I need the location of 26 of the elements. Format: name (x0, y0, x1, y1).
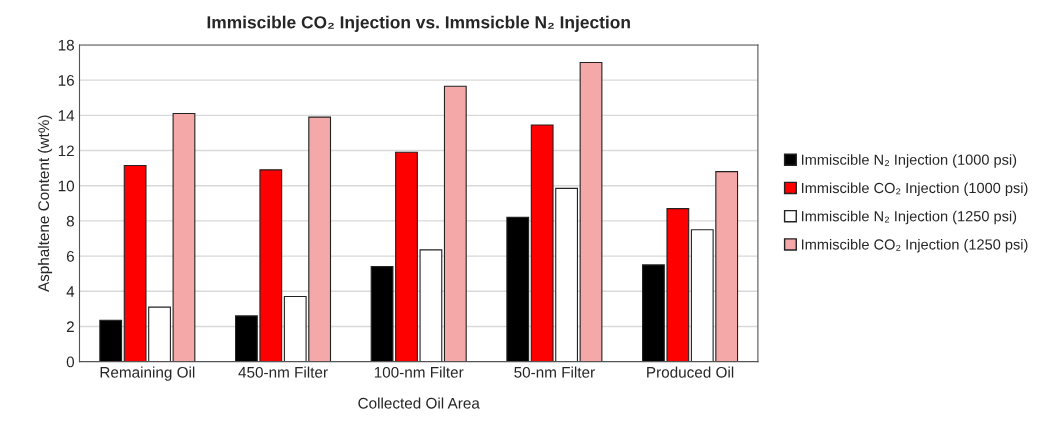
x-tick-label: 450-nm Filter (238, 366, 328, 378)
y-tick-label: 2 (66, 321, 74, 332)
x-axis-title: Collected Oil Area (358, 397, 480, 409)
y-tick-label: 6 (66, 250, 74, 262)
y-tick-label: 10 (58, 180, 75, 192)
chart-title: Immiscible CO₂ Injection vs. Immsicble N₂ Injection (207, 15, 630, 32)
bar (99, 319, 123, 362)
y-axis-title: Asphaltene Content (wt%) (37, 115, 53, 293)
legend-label: Immiscible CO₂ Injection (1000 psi) (801, 182, 1028, 197)
y-tick-label: 14 (58, 110, 75, 121)
x-tick-label: 100-nm Filter (374, 366, 464, 378)
legend-label: Immiscible N₂ Injection (1250 psi) (801, 210, 1017, 225)
y-tick-label: 16 (58, 75, 74, 86)
bar (579, 61, 603, 362)
y-tick-label: 4 (66, 286, 75, 297)
bar (443, 85, 467, 362)
legend-label: Immiscible CO₂ Injection (1250 psi) (801, 238, 1028, 253)
legend-label: Immiscible N₂ Injection (1000 psi) (801, 154, 1017, 168)
y-tick-label: 12 (58, 145, 74, 157)
y-tick-label: 18 (58, 39, 74, 51)
x-tick-label: 50-nm Filter (514, 366, 595, 378)
y-tick-label: 0 (66, 356, 75, 368)
x-tick-label: Remaining Oil (100, 366, 195, 381)
x-tick-label: Produced Oil (647, 366, 734, 378)
bar (506, 216, 530, 362)
y-tick-label: 8 (66, 215, 74, 227)
